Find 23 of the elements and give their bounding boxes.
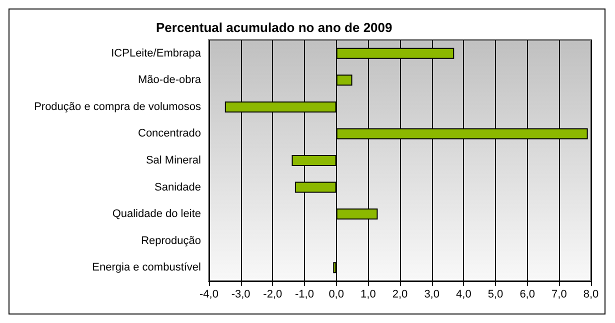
x-tick-label: -3,0 [231,288,250,300]
x-tick-label: 6,0 [520,288,535,300]
x-tick-label: 8,0 [583,288,599,300]
x-tick-label: 2,0 [392,288,408,300]
x-tick-label: -1,0 [295,288,314,300]
y-tick-label: Energia e combustível [92,262,201,274]
y-tick-label: Sal Mineral [146,154,201,166]
x-tick-label: 3,0 [424,288,440,300]
y-tick-label: Produção e compra de volumosos [34,100,202,113]
x-tick-label: 1,0 [360,288,376,300]
y-tick-label: Reprodução [141,234,201,247]
x-tick-label: 0,0 [328,288,344,300]
y-tick-label: Qualidade do leite [112,208,201,220]
y-tick-label: ICPLeite/Embrapa [111,47,202,60]
y-tick-label: Concentrado [138,128,201,140]
x-tick-label: -4,0 [200,288,218,300]
x-tick-label: -2,0 [263,288,282,300]
x-tick-label: 4,0 [456,288,472,300]
x-tick-label: 7,0 [552,288,567,300]
x-tick-label: 5,0 [488,288,504,300]
y-tick-label: Sanidade [154,181,201,194]
y-tick-label: Mão-de-obra [138,74,202,86]
chart-title: Percentual acumulado no ano de 2009 [156,20,392,35]
